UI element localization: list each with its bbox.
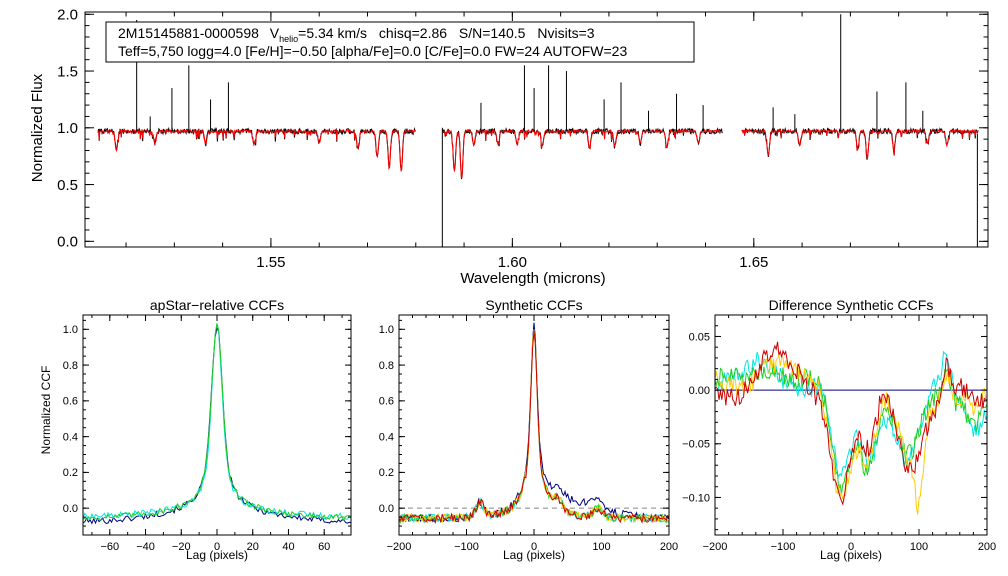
- apstar-ccf-series-3: [82, 323, 352, 522]
- apstar-ccf-series-1: [82, 326, 352, 525]
- x-tick-label: 1.55: [256, 254, 285, 271]
- y-tick-label: 0.0: [379, 503, 394, 515]
- difference-ccf-frame: [714, 314, 988, 536]
- apstar-ccf-title: apStar−relative CCFs: [150, 297, 284, 313]
- y-tick-label: 1.0: [57, 120, 78, 137]
- chisq-value: chisq=2.86: [379, 25, 447, 41]
- y-tick-label: 0.0: [63, 503, 78, 515]
- synthetic-ccf-series-3: [398, 329, 670, 525]
- model-spectrum-chip-3: [741, 128, 979, 160]
- synthetic-ccf-x-label: Lag (pixels): [503, 548, 565, 562]
- difference-ccf-series-3: [714, 354, 988, 515]
- vhelio-value: =5.34 km/s: [298, 25, 367, 41]
- synthetic-ccf-title: Synthetic CCFs: [485, 297, 582, 313]
- spectrum-frame: [84, 11, 989, 248]
- y-tick-label: 0.4: [63, 431, 78, 443]
- x-tick-label: 0: [214, 541, 220, 553]
- x-tick-label: −60: [100, 541, 119, 553]
- y-tick-label: 2.0: [57, 7, 78, 24]
- y-tick-label: 0.00: [689, 385, 710, 397]
- x-tick-label: 0: [848, 541, 854, 553]
- x-tick-label: 40: [282, 541, 294, 553]
- y-tick-label: 0.2: [63, 467, 78, 479]
- x-tick-label: 60: [318, 541, 330, 553]
- observed-spectrum-chip-2: [441, 127, 723, 180]
- apstar-ccf-panel: apStar−relative CCFs −60 −40 −20 0 20 40 60 0.0…: [39, 297, 352, 562]
- spectrum-panel: 1.55 1.60 1.65 0.0 0.5 1.0 1.5 2.0 Wavelength (…: [29, 7, 989, 287]
- y-tick-label: 1.0: [379, 324, 394, 336]
- info-line-2: Teff=5,750 logg=4.0 [Fe/H]=−0.50 [alpha/…: [118, 43, 627, 59]
- spectrum-y-label: Normalized Flux: [29, 73, 46, 182]
- x-tick-label: −40: [136, 541, 155, 553]
- difference-ccf-series-4: [714, 341, 988, 506]
- model-spectrum-chip-2: [441, 128, 723, 179]
- y-tick-label: 0.2: [379, 467, 394, 479]
- synthetic-ccf-series-5: [398, 331, 670, 524]
- x-tick-label: 1.65: [739, 254, 768, 271]
- apstar-ccf-series-2: [82, 323, 352, 520]
- y-tick-label: 0.4: [379, 431, 394, 443]
- x-tick-label: −200: [387, 541, 412, 553]
- y-tick-label: −0.10: [682, 492, 710, 504]
- x-tick-label: 200: [660, 541, 678, 553]
- synthetic-ccf-series-1: [398, 322, 670, 524]
- x-tick-label: 1.60: [498, 254, 527, 271]
- x-tick-label: −100: [771, 541, 796, 553]
- y-tick-label: 0.6: [63, 396, 78, 408]
- vhelio-prefix: V: [270, 25, 280, 41]
- y-tick-label: 0.8: [379, 360, 394, 372]
- observed-spectrum-chip-1: [97, 126, 416, 170]
- x-tick-label: −100: [454, 541, 479, 553]
- y-tick-label: 0.6: [379, 396, 394, 408]
- difference-ccf-x-label: Lag (pixels): [820, 548, 882, 562]
- x-tick-label: 20: [247, 541, 259, 553]
- snr-value: S/N=140.5: [459, 25, 526, 41]
- synthetic-ccf-frame: [398, 314, 670, 536]
- y-tick-label: 0.5: [57, 177, 78, 194]
- synthetic-ccf-series-4: [398, 330, 670, 524]
- synthetic-ccf-panel: Synthetic CCFs −200 −100 0 100 200 0.0 0.2 0.4 0…: [379, 297, 678, 562]
- difference-ccf-title: Difference Synthetic CCFs: [769, 297, 934, 313]
- y-tick-label: −0.05: [682, 439, 710, 451]
- x-tick-label: 100: [910, 541, 928, 553]
- synthetic-ccf-series-2: [398, 329, 670, 524]
- apstar-ccf-y-label: Normalized CCF: [39, 366, 53, 455]
- apstar-ccf-x-label: Lag (pixels): [186, 548, 248, 562]
- y-tick-label: 1.0: [63, 324, 78, 336]
- y-tick-label: 1.5: [57, 63, 78, 80]
- star-id: 2M15145881-0000598: [118, 25, 259, 41]
- x-tick-label: 100: [592, 541, 610, 553]
- difference-ccf-series-2: [714, 363, 988, 495]
- model-spectrum-chip-1: [97, 128, 416, 172]
- info-box: [105, 21, 695, 63]
- x-tick-label: 0: [531, 541, 537, 553]
- spectrum-x-label: Wavelength (microns): [460, 270, 605, 287]
- y-tick-label: 0.05: [689, 331, 710, 343]
- y-tick-label: 0.8: [63, 360, 78, 372]
- difference-ccf-panel: Difference Synthetic CCFs −200 −100 0 100 20…: [682, 297, 996, 562]
- vhelio-sub: helio: [279, 34, 298, 44]
- nvisits-value: Nvisits=3: [537, 25, 594, 41]
- info-line-1: 2M15145881-0000598 Vhelio=5.34 km/s chis…: [118, 25, 595, 44]
- y-tick-label: 0.0: [57, 234, 78, 251]
- x-tick-label: −20: [172, 541, 191, 553]
- x-tick-label: −200: [703, 541, 728, 553]
- apstar-ccf-frame: [82, 314, 352, 536]
- x-tick-label: 200: [978, 541, 996, 553]
